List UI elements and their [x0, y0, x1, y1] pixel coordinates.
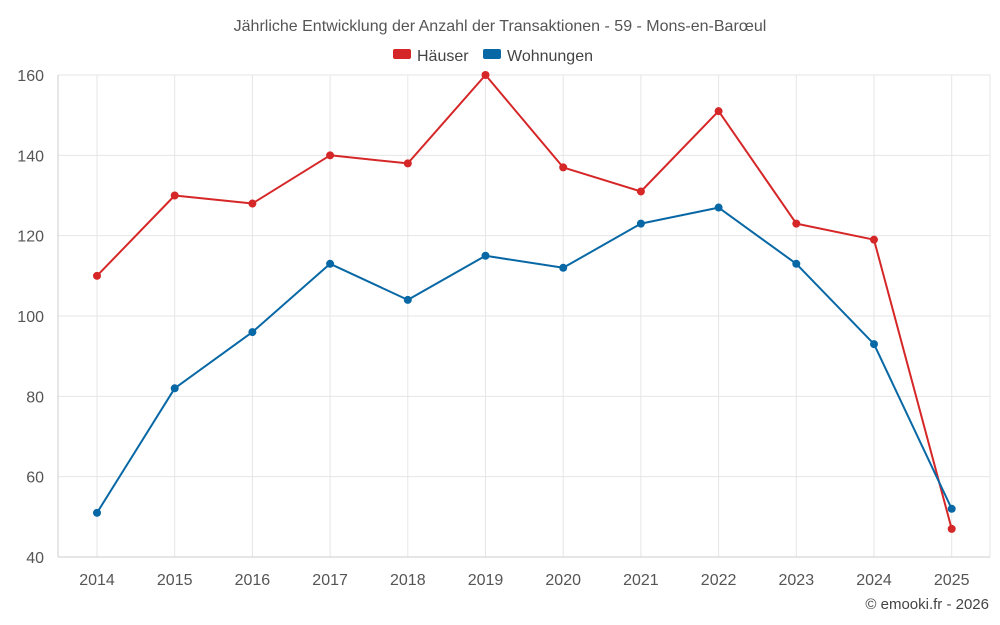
series-group [93, 71, 956, 533]
data-point[interactable] [636, 219, 645, 228]
data-point[interactable] [870, 340, 878, 349]
data-point[interactable] [947, 504, 956, 513]
y-tick-label: 160 [17, 68, 44, 85]
data-point[interactable] [792, 259, 801, 268]
x-tick-label: 2024 [856, 572, 892, 589]
y-tick-label: 140 [17, 148, 44, 165]
axes: 40 60 80 100 120 140 160 2014 2015 2016 2017 2018 20… [17, 68, 991, 589]
data-point[interactable] [93, 271, 101, 280]
x-tick-label: 2017 [312, 572, 348, 589]
data-point[interactable] [714, 107, 723, 116]
data-point[interactable] [714, 203, 723, 212]
data-point[interactable] [559, 163, 568, 172]
series-0 [93, 71, 956, 533]
legend: Häuser Wohnungen [393, 48, 593, 65]
data-point[interactable] [792, 219, 801, 228]
grid [58, 74, 990, 558]
data-point[interactable] [947, 524, 956, 533]
data-point[interactable] [248, 328, 257, 337]
x-tick-label: 2020 [545, 572, 581, 589]
series-1 [93, 203, 956, 517]
y-tick-label: 60 [26, 470, 44, 487]
x-tick-label: 2021 [623, 572, 659, 589]
data-point[interactable] [93, 508, 101, 517]
chart-title: Jährliche Entwicklung der Anzahl der Tra… [234, 18, 767, 35]
data-point[interactable] [559, 263, 568, 272]
y-tick-label: 120 [17, 229, 44, 246]
data-point[interactable] [403, 295, 412, 304]
legend-label[interactable]: Häuser [417, 48, 469, 65]
legend-swatch [483, 49, 501, 59]
x-tick-label: 2019 [468, 572, 504, 589]
data-point[interactable] [636, 187, 645, 196]
x-tick-label: 2015 [157, 572, 193, 589]
y-tick-label: 40 [26, 550, 44, 567]
data-point[interactable] [326, 259, 335, 268]
y-tick-label: 100 [17, 309, 44, 326]
x-tick-label: 2025 [934, 572, 970, 589]
series-line [96, 74, 953, 530]
data-point[interactable] [403, 159, 412, 168]
data-point[interactable] [870, 235, 878, 244]
copyright-text: © emooki.fr - 2026 [865, 596, 989, 613]
x-tick-label: 2023 [779, 572, 815, 589]
data-point[interactable] [481, 71, 490, 79]
x-tick-label: 2016 [235, 572, 271, 589]
x-tick-label: 2014 [79, 572, 115, 589]
legend-swatch [393, 49, 411, 59]
data-point[interactable] [481, 251, 490, 260]
data-point[interactable] [170, 191, 179, 200]
series-line [96, 206, 953, 514]
data-point[interactable] [170, 384, 179, 393]
data-point[interactable] [326, 151, 335, 160]
data-point[interactable] [248, 199, 257, 208]
x-tick-label: 2022 [701, 572, 737, 589]
x-tick-label: 2018 [390, 572, 426, 589]
y-tick-label: 80 [26, 389, 44, 406]
legend-label[interactable]: Wohnungen [507, 48, 593, 65]
